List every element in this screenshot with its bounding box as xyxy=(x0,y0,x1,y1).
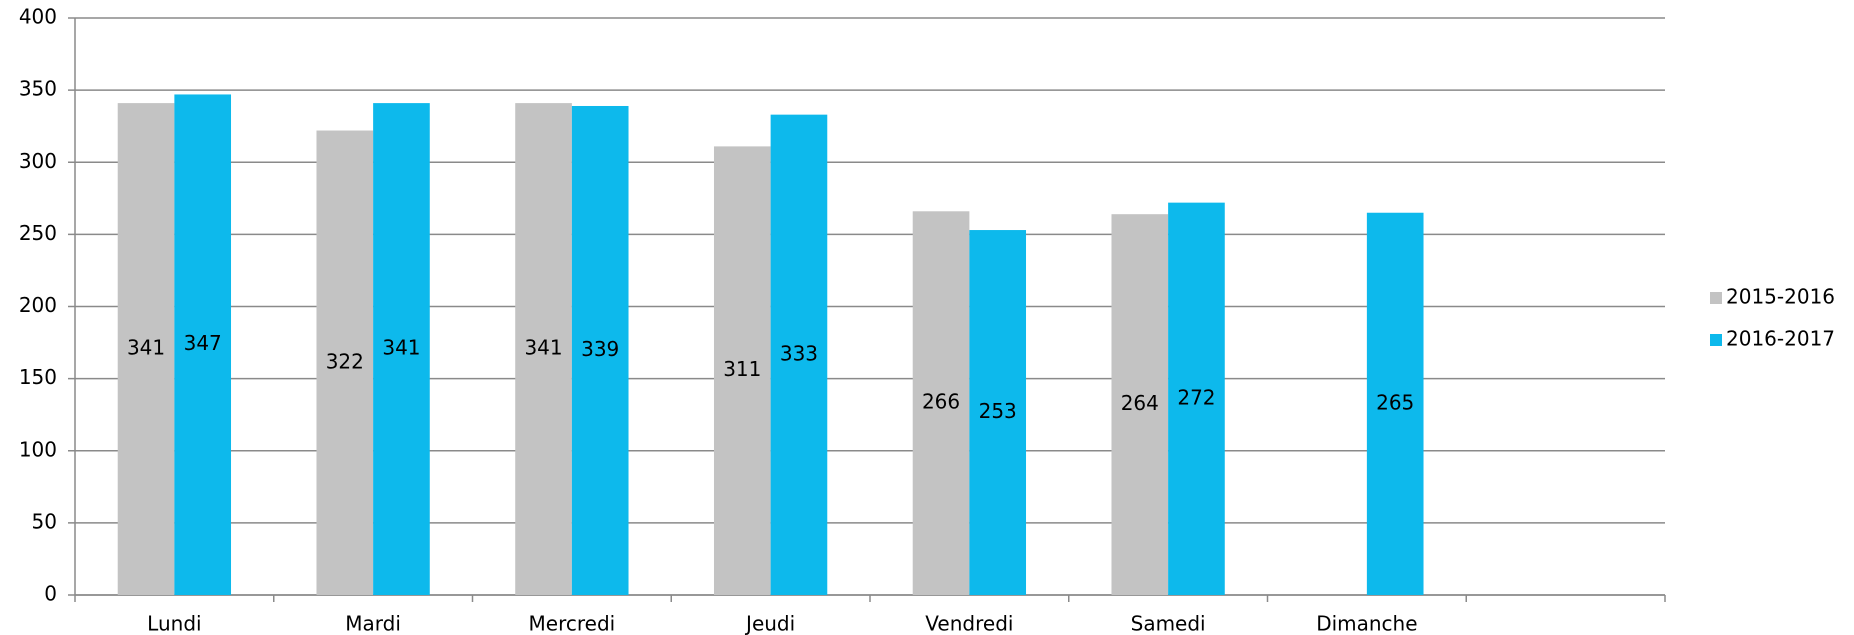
bar xyxy=(770,114,828,596)
legend-swatch xyxy=(1710,292,1722,304)
x-tick-label: Samedi xyxy=(1131,612,1206,635)
x-tick-label: Vendredi xyxy=(925,612,1013,635)
data-label: 322 xyxy=(326,349,364,373)
x-tick-label: Mercredi xyxy=(529,612,616,635)
y-tick-label: 50 xyxy=(32,509,57,533)
data-label: 341 xyxy=(382,336,420,360)
bar xyxy=(571,105,629,596)
data-label: 347 xyxy=(184,331,222,355)
y-tick-label: 0 xyxy=(44,582,57,606)
data-label: 311 xyxy=(723,357,761,381)
bar xyxy=(316,130,374,595)
y-tick-label: 300 xyxy=(19,149,57,173)
data-label: 333 xyxy=(780,341,818,365)
y-tick-label: 350 xyxy=(19,77,57,101)
y-tick-label: 100 xyxy=(19,437,57,461)
data-label: 341 xyxy=(524,336,562,360)
data-label: 253 xyxy=(979,399,1017,423)
x-tick-label: Mardi xyxy=(345,612,401,635)
bar xyxy=(1111,214,1169,595)
bar xyxy=(713,146,771,595)
bar xyxy=(174,94,232,595)
legend-label: 2015-2016 xyxy=(1726,285,1835,309)
data-label: 264 xyxy=(1121,391,1159,415)
data-label: 272 xyxy=(1177,385,1215,409)
bar xyxy=(1168,202,1225,595)
bar xyxy=(373,103,430,596)
x-tick-label: Jeudi xyxy=(744,612,795,635)
data-label: 265 xyxy=(1376,390,1414,414)
bar xyxy=(912,211,970,596)
data-label: 341 xyxy=(127,336,165,360)
x-tick-label: Dimanche xyxy=(1316,612,1417,635)
bar xyxy=(515,103,572,596)
bar xyxy=(1366,212,1424,596)
bar xyxy=(117,103,175,596)
legend-swatch xyxy=(1710,334,1722,346)
y-tick-label: 400 xyxy=(19,5,57,29)
bar xyxy=(969,230,1027,596)
x-tick-label: Lundi xyxy=(147,612,201,635)
data-label: 339 xyxy=(581,337,619,361)
legend-label: 2016-2017 xyxy=(1726,327,1835,351)
y-tick-label: 200 xyxy=(19,293,57,317)
data-label: 266 xyxy=(922,390,960,414)
y-tick-label: 150 xyxy=(19,365,57,389)
y-tick-label: 250 xyxy=(19,221,57,245)
